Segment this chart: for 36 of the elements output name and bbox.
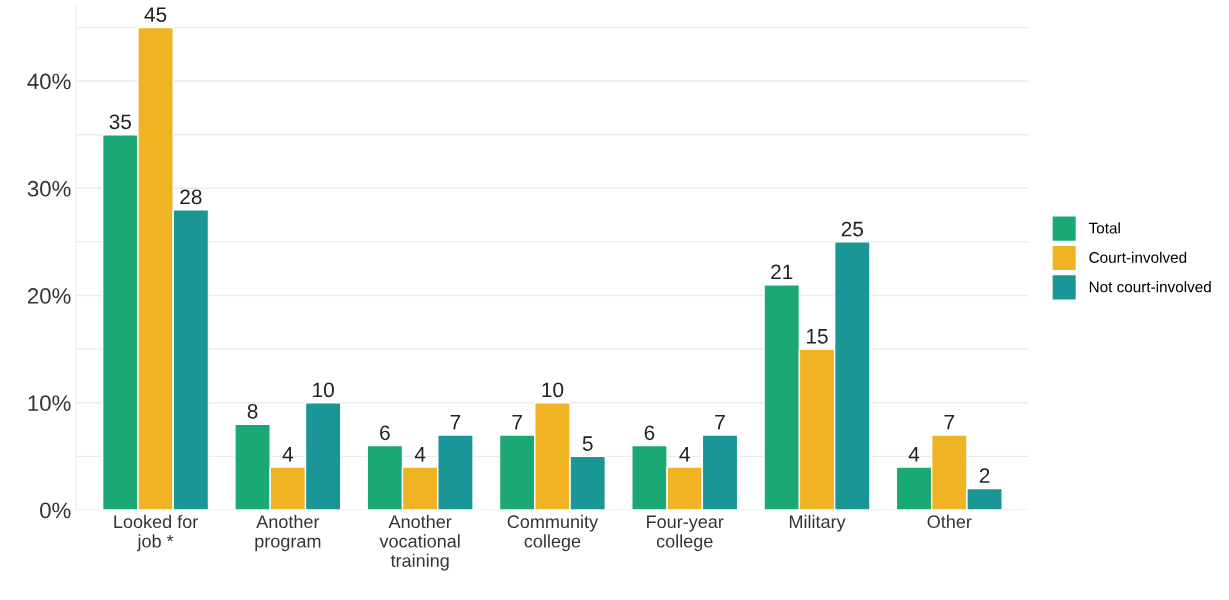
data-label: 4 bbox=[908, 447, 920, 462]
data-label: 4 bbox=[679, 447, 690, 462]
x-tick-label: Another vocational training bbox=[379, 514, 460, 571]
legend-label: Court-involved bbox=[1089, 251, 1187, 263]
y-tick-label: 30% bbox=[27, 180, 71, 197]
x-tick-label: Four-year college bbox=[647, 515, 724, 552]
data-label: 10 bbox=[542, 382, 564, 398]
legend-label: Not court-involved bbox=[1089, 281, 1211, 293]
x-tick-label: Other bbox=[927, 514, 972, 529]
data-label: 7 bbox=[450, 414, 461, 430]
data-label: 28 bbox=[180, 189, 202, 205]
x-tick-label: Looked for job * bbox=[114, 514, 198, 552]
data-label: 25 bbox=[841, 221, 863, 237]
x-tick-label: Another program bbox=[255, 514, 321, 552]
data-label: 4 bbox=[414, 447, 426, 462]
data-label: 6 bbox=[380, 425, 390, 441]
y-tick-label: 0% bbox=[40, 502, 71, 519]
x-tick-label: Community college bbox=[507, 514, 599, 552]
y-tick-label: 10% bbox=[28, 395, 71, 412]
data-label: 7 bbox=[944, 414, 955, 430]
legend-label: Total bbox=[1088, 222, 1120, 234]
data-label: 4 bbox=[282, 447, 294, 462]
data-label: 7 bbox=[715, 414, 725, 430]
data-label: 5 bbox=[582, 436, 593, 451]
data-label: 45 bbox=[144, 7, 167, 22]
data-label: 7 bbox=[512, 414, 522, 430]
data-label: 2 bbox=[979, 468, 990, 483]
data-label: 15 bbox=[807, 329, 828, 344]
y-tick-label: 20% bbox=[27, 288, 71, 304]
data-label: 21 bbox=[771, 264, 793, 280]
data-label: 10 bbox=[313, 382, 334, 398]
x-tick-label: Military bbox=[789, 514, 846, 532]
data-label: 6 bbox=[644, 425, 655, 441]
data-label: 8 bbox=[247, 403, 258, 419]
data-label: 35 bbox=[109, 114, 132, 130]
y-tick-label: 40% bbox=[27, 73, 71, 90]
